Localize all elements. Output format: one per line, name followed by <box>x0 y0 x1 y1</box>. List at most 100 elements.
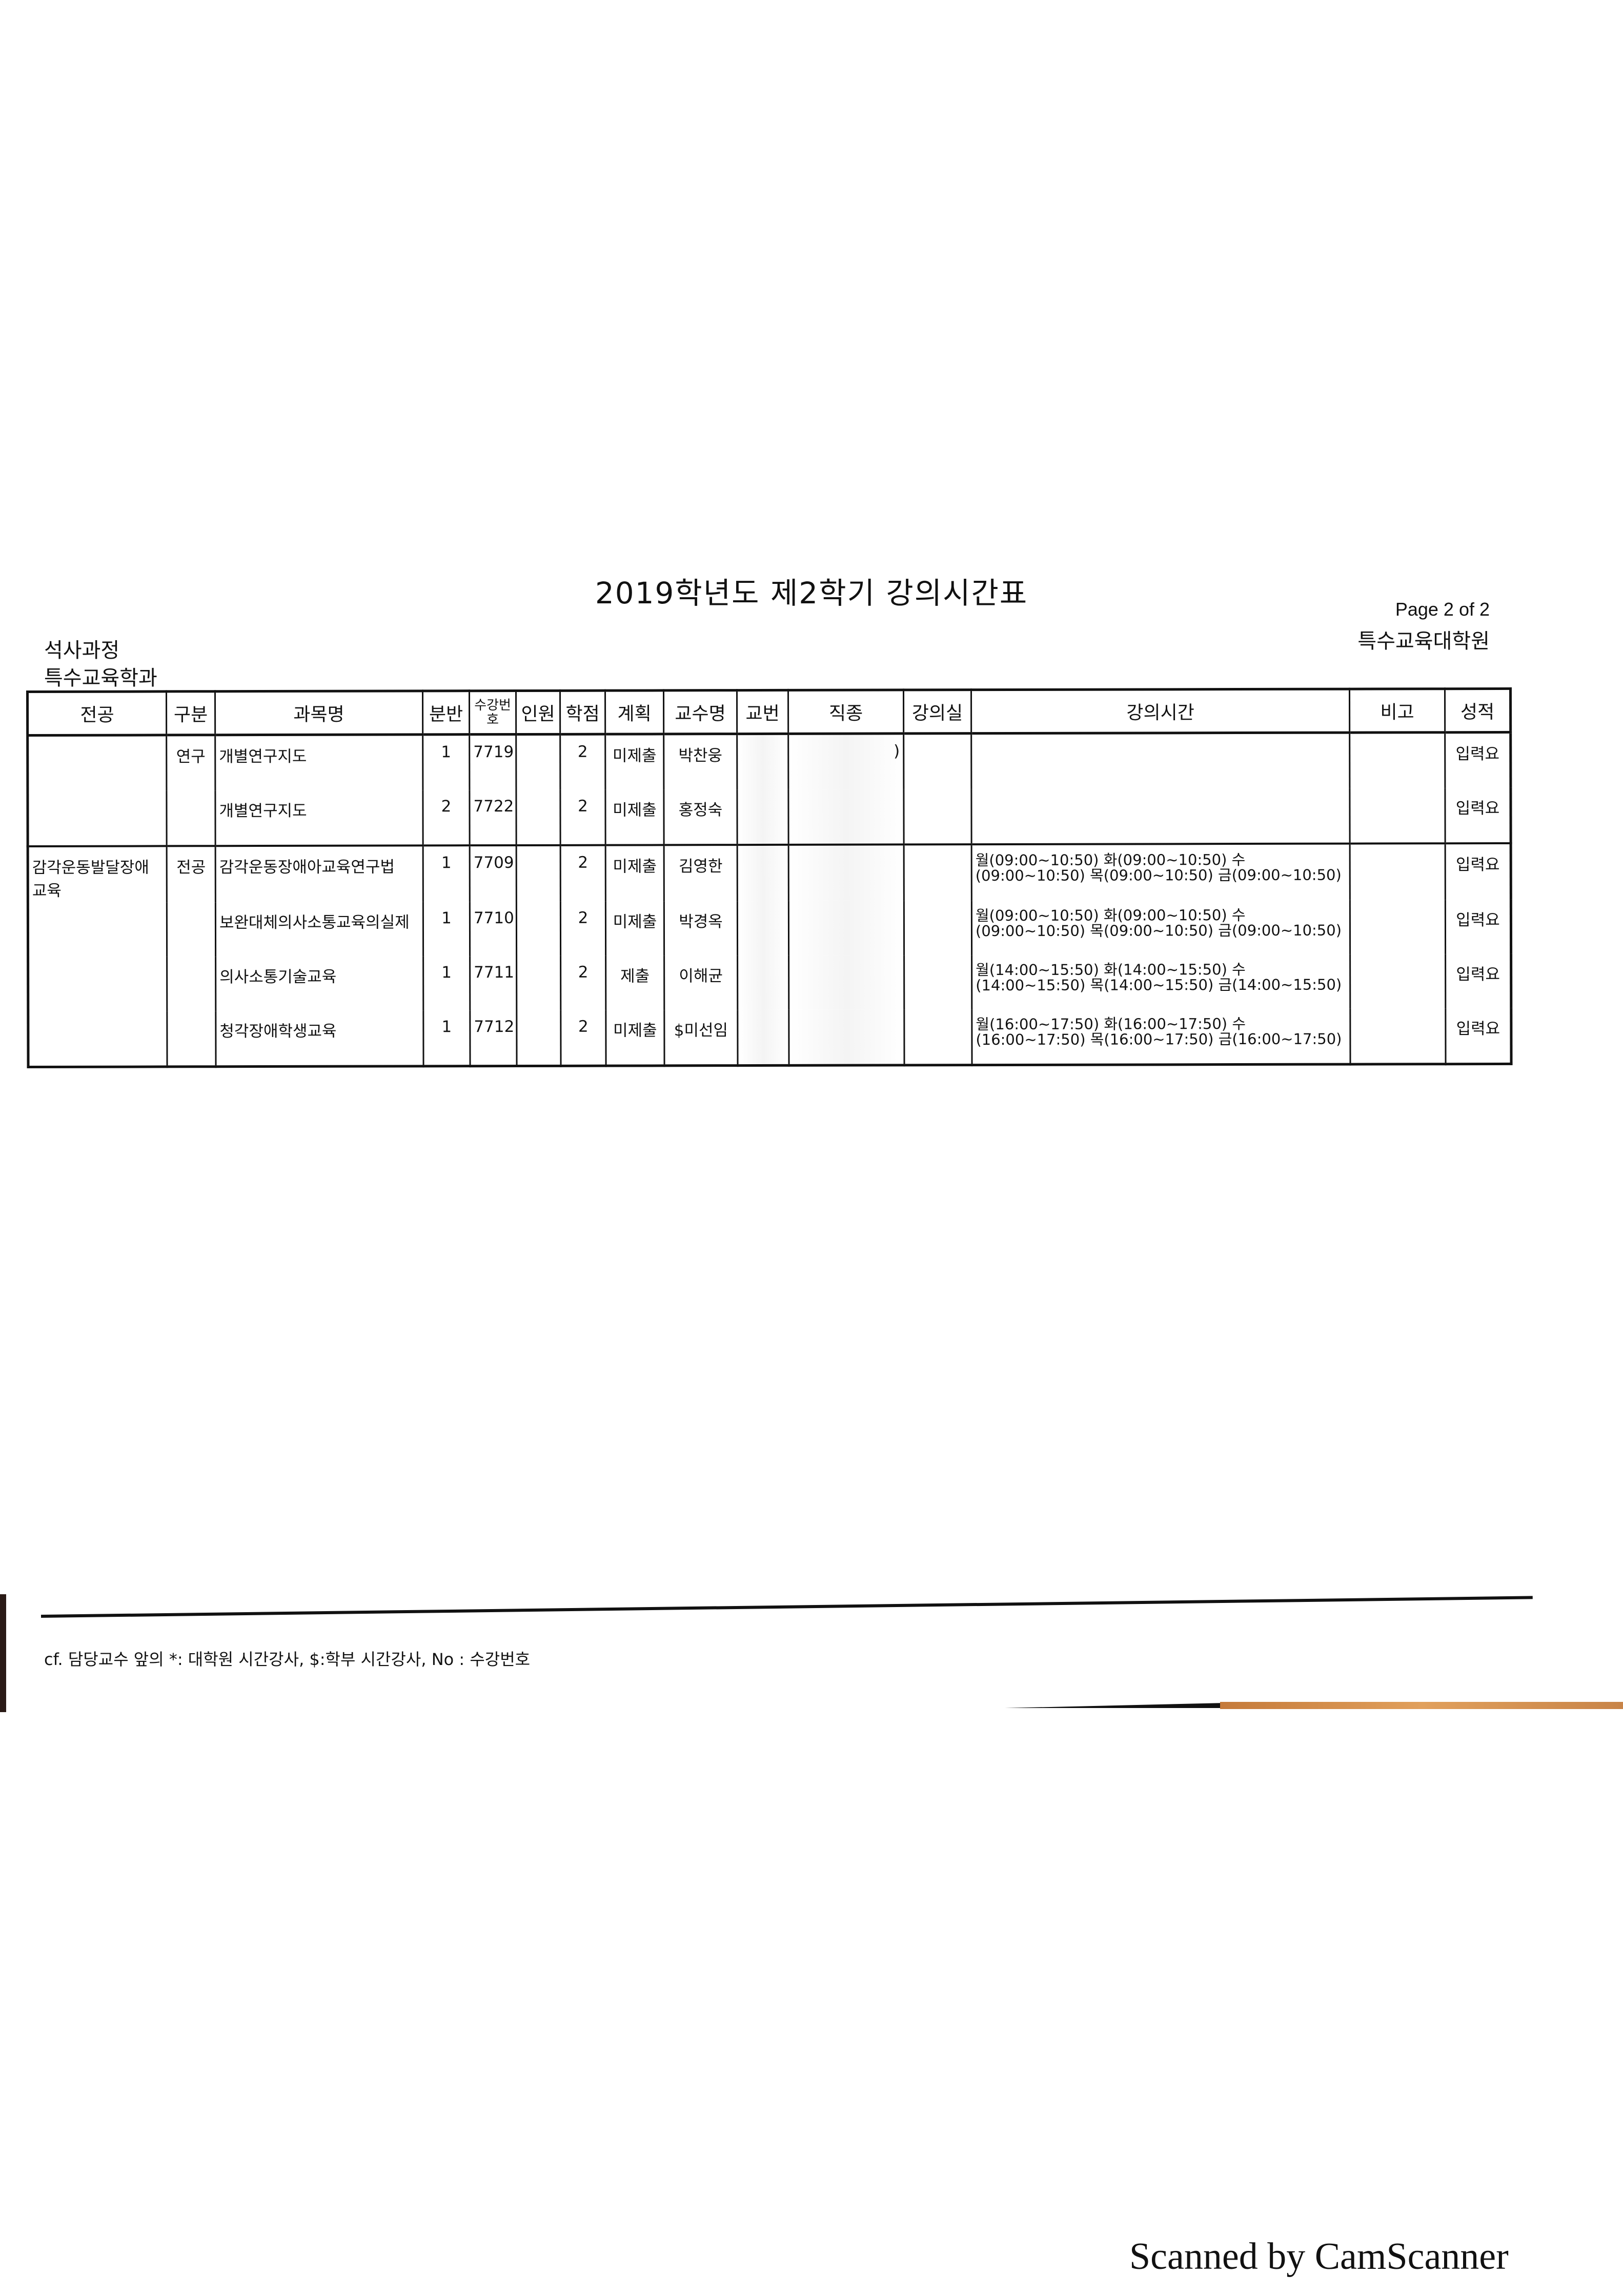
camscanner-watermark: Scanned by CamScanner <box>1129 2236 1509 2278</box>
header-subject: 과목명 <box>215 690 423 735</box>
cell-plan: 미제출 <box>605 901 664 956</box>
cell-course-no: 7709 <box>470 845 517 902</box>
cell-section: 1 <box>423 902 470 957</box>
cell-room <box>904 901 972 956</box>
header-plan: 계획 <box>605 690 664 735</box>
header-row: 전공 구분 과목명 분반 수강번호 인원 학점 계획 교수명 교번 직종 강의실… <box>27 688 1511 736</box>
table-row: 보완대체의사소통교육의실제 1 7710 2 미제출 박경옥 월(09:00~10:50) … <box>28 899 1511 957</box>
cell-prof-no <box>737 844 789 902</box>
cell-type <box>167 957 216 1011</box>
footer-note: cf. 담당교수 앞의 *: 대학원 시간강사, $:학부 시간강사, No :… <box>44 1650 531 1669</box>
footer-divider <box>40 1596 1533 1618</box>
cell-enrolled <box>516 901 561 956</box>
header-professor: 교수명 <box>663 690 737 734</box>
cell-job <box>788 901 904 956</box>
header-major: 전공 <box>27 691 167 736</box>
header-credit: 학점 <box>560 690 605 735</box>
cell-room <box>904 844 972 901</box>
header-note: 비고 <box>1349 688 1445 733</box>
header-prof-no: 교번 <box>737 690 788 734</box>
cell-subject: 청각장애학생교육 <box>215 1010 424 1067</box>
cell-credit: 2 <box>560 956 606 1010</box>
cell-subject: 개별연구지도 <box>215 790 423 846</box>
cell-section: 1 <box>422 734 470 790</box>
cell-credit: 2 <box>560 845 606 902</box>
table-row: 연구 개별연구지도 1 7719 2 미제출 박찬웅) 입력요 <box>27 732 1511 791</box>
cell-course-no: 7719 <box>469 734 516 790</box>
header-room: 강의실 <box>903 689 971 734</box>
cell-time: 월(14:00~15:50) 화(14:00~15:50) 수(14:00~15… <box>971 954 1350 1010</box>
table-row: 개별연구지도 2 7722 2 미제출 홍정숙 입력요 <box>27 787 1511 846</box>
cell-plan: 미제출 <box>605 789 664 845</box>
cell-enrolled <box>516 789 561 845</box>
cell-plan: 미제출 <box>605 734 664 790</box>
cell-time <box>971 788 1350 845</box>
timetable: 전공 구분 과목명 분반 수강번호 인원 학점 계획 교수명 교번 직종 강의실… <box>26 687 1513 1068</box>
cell-professor: 김영한 <box>664 845 738 902</box>
cell-grade: 입력요 <box>1445 953 1511 1009</box>
header-time: 강의시간 <box>971 689 1350 734</box>
cell-note <box>1349 788 1446 844</box>
cell-enrolled <box>516 1010 561 1066</box>
cell-professor: 이해균 <box>664 956 738 1010</box>
cell-room <box>903 733 971 789</box>
cell-note <box>1350 843 1446 900</box>
header-type: 구분 <box>166 691 215 735</box>
cell-major <box>27 735 167 791</box>
cell-course-no: 7711 <box>470 956 517 1011</box>
header-grade: 성적 <box>1445 688 1511 733</box>
header-section: 분반 <box>422 690 470 735</box>
cell-grade: 입력요 <box>1445 732 1511 788</box>
scan-edge-shadow <box>1005 1703 1225 1708</box>
cell-credit: 2 <box>560 789 606 845</box>
header-enrolled: 인원 <box>516 690 560 735</box>
cell-course-no: 7712 <box>470 1010 517 1066</box>
cell-major <box>28 1011 168 1067</box>
table-row: 감각운동발달장애교육 전공 감각운동장애아교육연구법 1 7709 2 미제출 김영한 월(09… <box>28 843 1511 903</box>
cell-grade: 입력요 <box>1445 843 1511 900</box>
cell-job <box>788 789 904 845</box>
cell-room <box>903 789 972 845</box>
cell-course-no: 7722 <box>469 789 517 846</box>
school-name: 특수교육대학원 <box>1357 629 1490 653</box>
cell-note <box>1350 1008 1446 1065</box>
cell-credit: 2 <box>560 1010 606 1066</box>
cell-time: 월(09:00~10:50) 화(09:00~10:50) 수(09:00~10… <box>971 900 1350 956</box>
cell-credit: 2 <box>560 901 606 956</box>
cell-section: 1 <box>423 956 470 1011</box>
cell-time <box>971 733 1350 789</box>
cell-job: ) <box>788 733 904 789</box>
cell-prof-no <box>737 1009 789 1066</box>
cell-grade: 입력요 <box>1445 899 1511 954</box>
cell-course-no: 7710 <box>470 901 517 957</box>
cell-time: 월(16:00~17:50) 화(16:00~17:50) 수(16:00~17… <box>971 1008 1351 1065</box>
scan-edge-left <box>0 1594 6 1712</box>
cell-room <box>904 955 972 1010</box>
page-indicator: Page 2 of 2 <box>1395 599 1490 620</box>
cell-professor: 박경옥 <box>664 901 738 956</box>
cell-job <box>788 844 904 901</box>
cell-major <box>28 902 167 957</box>
cell-prof-no <box>737 901 789 956</box>
cell-enrolled <box>516 845 561 902</box>
cell-plan: 제출 <box>605 956 664 1010</box>
cell-credit: 2 <box>560 734 605 790</box>
cell-prof-no <box>737 734 788 790</box>
cell-type <box>166 790 216 846</box>
cell-prof-no <box>737 789 789 845</box>
cell-professor: 박찬웅 <box>663 734 737 790</box>
cell-note <box>1350 954 1446 1009</box>
cell-type: 전공 <box>167 846 216 903</box>
cell-grade: 입력요 <box>1445 1008 1512 1064</box>
cell-type <box>167 1011 216 1067</box>
cell-enrolled <box>516 734 560 790</box>
cell-major: 감각운동발달장애교육 <box>28 846 167 903</box>
cell-subject: 개별연구지도 <box>215 734 423 791</box>
document-title: 2019학년도 제2학기 강의시간표 <box>595 576 1028 611</box>
cell-section: 2 <box>422 790 470 846</box>
course-level: 석사과정 <box>44 639 120 662</box>
table-row: 의사소통기술교육 1 7711 2 제출 이해균 월(14:00~15:50) 화(14:0… <box>28 953 1511 1011</box>
cell-prof-no <box>737 955 789 1010</box>
cell-job <box>788 955 904 1010</box>
header-course-no: 수강번호 <box>469 690 516 735</box>
